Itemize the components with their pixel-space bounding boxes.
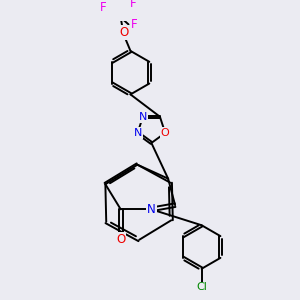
Text: O: O — [116, 233, 125, 246]
Text: F: F — [100, 1, 106, 14]
Text: Cl: Cl — [196, 282, 207, 292]
Text: O: O — [161, 128, 170, 138]
Text: O: O — [119, 26, 128, 39]
Text: N: N — [147, 203, 156, 216]
Text: N: N — [134, 128, 142, 138]
Text: N: N — [139, 112, 147, 122]
Text: F: F — [131, 18, 138, 31]
Text: F: F — [130, 0, 137, 10]
